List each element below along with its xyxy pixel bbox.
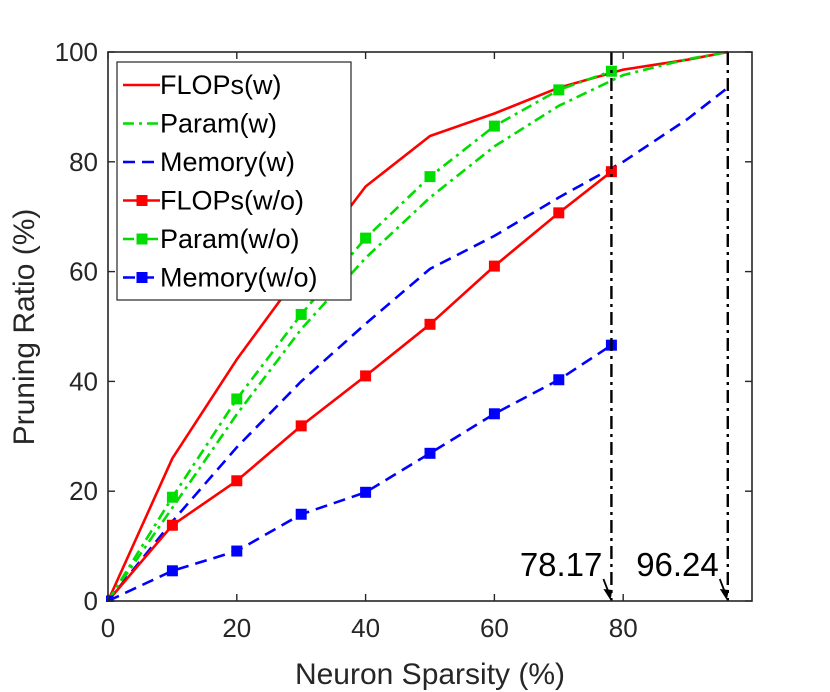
vline-1: 96.24 (636, 52, 729, 601)
legend-item-4: Param(w/o) (123, 224, 300, 254)
series-marker-4-4 (360, 232, 372, 244)
series-1 (106, 50, 729, 602)
series-marker-5-6 (488, 408, 500, 420)
legend-item-3: FLOPs(w/o) (123, 186, 304, 216)
legend-item-2: Memory(w) (123, 147, 295, 177)
series-0 (106, 50, 729, 602)
tick-layer: 0 20 40 60 80 0 20 40 60 80 100 (55, 37, 752, 643)
vline-0: 78.17 (520, 52, 613, 601)
series-marker-4-1 (166, 491, 178, 503)
x-tick-label-4: 80 (609, 613, 638, 643)
series-marker-3-5 (424, 318, 436, 330)
vline-label-0: 78.17 (520, 546, 603, 583)
series-2 (106, 86, 729, 602)
vline-arrow-head-1 (719, 589, 729, 600)
series-marker-3-7 (553, 207, 565, 219)
legend-label-1: Param(w) (160, 109, 277, 139)
legend-label-4: Param(w/o) (160, 224, 300, 254)
legend-label-5: Memory(w/o) (160, 263, 318, 293)
legend-swatch-marker-4 (136, 233, 148, 245)
legend: FLOPs(w) Param(w) Memory(w) FLOPs(w/o) Param… (116, 61, 352, 301)
series-marker-4-7 (553, 84, 565, 96)
series-3 (106, 166, 617, 602)
series-marker-3-8 (605, 166, 617, 178)
legend-item-1: Param(w) (123, 109, 277, 139)
x-tick-label-1: 20 (222, 613, 251, 643)
y-tick-label-5: 100 (55, 37, 98, 67)
series-marker-4-2 (231, 393, 243, 405)
series-marker-5-0 (106, 595, 114, 602)
series-marker-5-7 (553, 374, 565, 386)
series-line-5 (107, 344, 613, 602)
legend-item-0: FLOPs(w) (123, 70, 282, 100)
y-tick-label-1: 20 (69, 476, 98, 506)
series-marker-4-6 (488, 120, 500, 132)
y-tick-label-4: 80 (69, 147, 98, 177)
y-tick-label-0: 0 (84, 586, 98, 616)
series-marker-3-3 (295, 420, 307, 432)
legend-label-0: FLOPs(w) (160, 70, 282, 100)
x-tick-label-0: 0 (101, 613, 115, 643)
series-marker-5-5 (424, 447, 436, 459)
vline-layer: 78.17 96.24 (520, 52, 729, 601)
legend-label-3: FLOPs(w/o) (160, 186, 304, 216)
series-line-4 (106, 69, 612, 602)
vline-arrow-head-0 (603, 589, 613, 600)
legend-items: FLOPs(w) Param(w) Memory(w) FLOPs(w/o) Param… (123, 70, 318, 293)
series-line-1 (106, 50, 729, 602)
y-tick-label-2: 40 (69, 366, 98, 396)
series-marker-5-1 (166, 565, 178, 577)
series-marker-3-4 (360, 370, 372, 382)
series-marker-3-1 (166, 519, 178, 531)
legend-box (116, 61, 352, 301)
series-line-2 (106, 86, 729, 602)
plot-frame (107, 51, 753, 602)
x-axis-title: Neuron Sparsity (%) (295, 658, 565, 691)
series-marker-3-2 (231, 475, 243, 487)
y-tick-label-3: 60 (69, 257, 98, 287)
series-marker-4-3 (295, 308, 307, 320)
series-layer (106, 50, 729, 602)
x-tick-label-2: 40 (351, 613, 380, 643)
series-marker-3-6 (488, 260, 500, 272)
series-line-0 (106, 50, 729, 602)
vline-label-1: 96.24 (636, 546, 719, 583)
x-tick-label-3: 60 (480, 613, 509, 643)
legend-swatch-marker-3 (136, 195, 148, 206)
y-axis-title: Pruning Ratio (%) (8, 209, 41, 446)
series-marker-5-4 (360, 486, 372, 498)
series-marker-5-3 (295, 508, 307, 520)
series-marker-4-5 (424, 171, 436, 183)
legend-label-2: Memory(w) (160, 147, 295, 177)
legend-swatch-marker-5 (136, 272, 148, 283)
legend-item-5: Memory(w/o) (123, 263, 318, 293)
series-marker-5-2 (231, 545, 243, 557)
